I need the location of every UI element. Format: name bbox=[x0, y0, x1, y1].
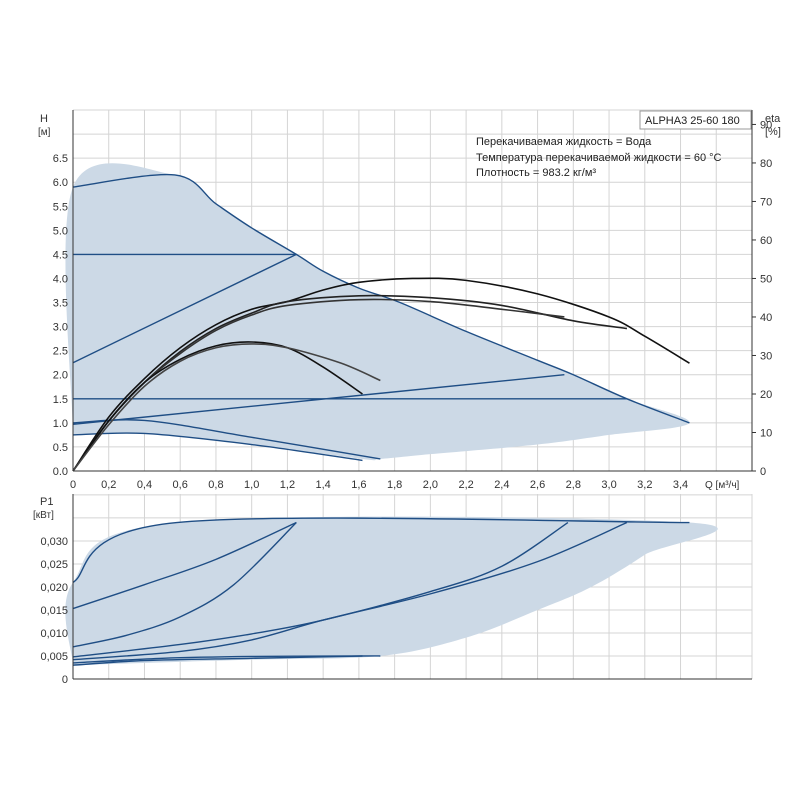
y2-tick-label: 90 bbox=[760, 119, 772, 131]
y2-axis-unit: [%] bbox=[765, 126, 781, 138]
y-tick-label: 2.0 bbox=[53, 370, 68, 382]
series-eta-4 bbox=[72, 341, 363, 472]
y2-tick-label: 30 bbox=[760, 350, 772, 362]
p1-tick-label: 0,020 bbox=[40, 582, 68, 594]
y-tick-label: 6.5 bbox=[53, 153, 68, 165]
bottom-axes: 0 0,005 0,010 0,015 0,020 0,025 0,030 bbox=[40, 494, 752, 686]
x-tick-label: 0,8 bbox=[208, 479, 223, 491]
series-p-min bbox=[72, 655, 363, 666]
x-tick-label: 1,0 bbox=[244, 479, 259, 491]
x-tick-label: 2,6 bbox=[530, 479, 545, 491]
y-axis-label: H bbox=[40, 113, 48, 125]
x-tick-label: 2,0 bbox=[423, 479, 438, 491]
y2-tick-label: 0 bbox=[760, 466, 766, 478]
series-eta-1 bbox=[72, 277, 690, 472]
p1-tick-label: 0,030 bbox=[40, 536, 68, 548]
y2-axis-label: eta bbox=[765, 113, 781, 125]
p1-tick-label: 0,010 bbox=[40, 628, 68, 640]
top-operating-area bbox=[65, 163, 690, 461]
x-tick-label: 2,8 bbox=[566, 479, 581, 491]
x-tick-label: 1,8 bbox=[387, 479, 402, 491]
series-eta-5 bbox=[72, 343, 381, 472]
y-tick-label: 4.5 bbox=[53, 249, 68, 261]
top-axes: 0 0,2 0,4 0,6 0,8 1,0 1,2 1,4 1,6 1,8 2,0 2,2 2,4 2,6… bbox=[53, 110, 772, 491]
series-p-3 bbox=[72, 522, 297, 648]
y2-tick-label: 60 bbox=[760, 235, 772, 247]
x-tick-label: 1,6 bbox=[351, 479, 366, 491]
x-tick-label: 3,0 bbox=[601, 479, 616, 491]
y2-tick-label: 70 bbox=[760, 196, 772, 208]
p1-tick-label: 0,005 bbox=[40, 651, 68, 663]
x-tick-label: 0,4 bbox=[137, 479, 152, 491]
x-tick-label: 1,2 bbox=[280, 479, 295, 491]
y-tick-label: 0.5 bbox=[53, 442, 68, 454]
y2-tick-label: 40 bbox=[760, 312, 772, 324]
top-series bbox=[72, 173, 690, 472]
series-min-curve bbox=[72, 432, 363, 462]
series-max-curve bbox=[72, 173, 690, 424]
series-p-5 bbox=[72, 521, 628, 661]
p1-axis-unit: [кВт] bbox=[33, 510, 54, 521]
bottom-series bbox=[72, 517, 690, 666]
y-tick-label: 4.0 bbox=[53, 273, 68, 285]
y-tick-label: 5.5 bbox=[53, 201, 68, 213]
y2-tick-label: 20 bbox=[760, 389, 772, 401]
y-tick-label: 3.5 bbox=[53, 298, 68, 310]
series-proportional-pressure-high bbox=[72, 253, 297, 364]
x-tick-label: 3,2 bbox=[637, 479, 652, 491]
series-proportional-pressure-low bbox=[72, 374, 565, 426]
y-tick-label: 1.5 bbox=[53, 394, 68, 406]
x-tick-label: 1,4 bbox=[316, 479, 331, 491]
x-tick-label: 3,4 bbox=[673, 479, 688, 491]
x-tick-label: 0,2 bbox=[101, 479, 116, 491]
p1-tick-label: 0,025 bbox=[40, 559, 68, 571]
y-tick-label: 5.0 bbox=[53, 225, 68, 237]
x-tick-label: 2,2 bbox=[458, 479, 473, 491]
x-tick-label: 2,4 bbox=[494, 479, 509, 491]
series-p-2 bbox=[72, 521, 297, 610]
series-p-max bbox=[72, 517, 690, 583]
legend-box bbox=[639, 110, 752, 130]
y-axis-unit: [м] bbox=[38, 127, 51, 138]
x-tick-label: 0,6 bbox=[173, 479, 188, 491]
annotation-fluid: Перекачиваемая жидкость = Вода bbox=[476, 136, 652, 148]
y-tick-label: 3.0 bbox=[53, 322, 68, 334]
p1-tick-label: 0 bbox=[62, 674, 68, 686]
y2-tick-label: 10 bbox=[760, 427, 772, 439]
y2-tick-label: 80 bbox=[760, 158, 772, 170]
operating-area-fill bbox=[65, 163, 690, 461]
x-axis-label: Q [м³/ч] bbox=[705, 480, 740, 491]
y2-tick-label: 50 bbox=[760, 273, 772, 285]
x-tick-label: 0 bbox=[70, 479, 76, 491]
annotation-density: Плотность = 983.2 кг/м³ bbox=[476, 167, 596, 179]
bottom-operating-area bbox=[65, 516, 718, 666]
p1-tick-label: 0,015 bbox=[40, 605, 68, 617]
series-p-6 bbox=[72, 655, 381, 664]
y-tick-label: 0.0 bbox=[53, 466, 68, 478]
p1-axis-label: P1 bbox=[40, 496, 53, 508]
y-tick-label: 6.0 bbox=[53, 177, 68, 189]
annotation-temperature: Температура перекачиваемой жидкости = 60… bbox=[476, 152, 722, 164]
power-area-fill bbox=[65, 516, 718, 666]
y-tick-label: 2.5 bbox=[53, 346, 68, 358]
chart-title: ALPHA3 25-60 180 bbox=[645, 115, 740, 127]
y-tick-label: 1.0 bbox=[53, 418, 68, 430]
